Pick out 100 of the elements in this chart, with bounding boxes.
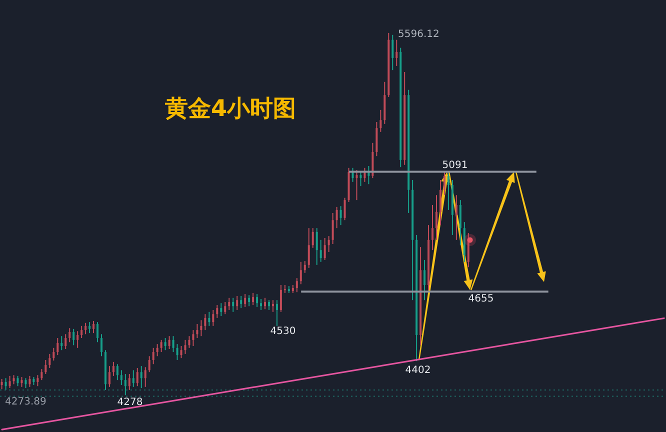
candlestick: [439, 180, 442, 226]
candlestick: [228, 297, 230, 310]
candlestick: [336, 206, 338, 229]
candlestick: [128, 374, 130, 390]
candlestick: [140, 366, 142, 389]
candlestick: [100, 334, 102, 357]
ref-line-label: 4273.89: [5, 396, 46, 408]
candlestick: [184, 339, 186, 354]
candlestick: [260, 298, 262, 310]
candlestick: [84, 322, 87, 335]
candlestick: [392, 34, 394, 71]
candlestick: [248, 294, 250, 307]
candlestick: [96, 322, 99, 343]
candlestick: [332, 212, 334, 245]
candlestick: [396, 39, 398, 66]
candlestick: [8, 375, 11, 389]
ref-line-label: 5091: [442, 160, 468, 171]
candlestick: [160, 339, 162, 353]
candlestick: [312, 228, 314, 248]
candlestick: [20, 376, 23, 388]
candlestick: [304, 260, 306, 274]
candlestick: [264, 297, 266, 310]
candlestick: [340, 206, 342, 226]
candlestick: [172, 336, 174, 353]
candlestick: [308, 228, 310, 268]
candlestick: [459, 200, 462, 246]
candlestick: [376, 122, 378, 157]
candlestick: [300, 261, 302, 285]
candlestick: [36, 374, 39, 387]
annotation: 4530: [270, 326, 296, 337]
candlestick: [196, 324, 198, 339]
candlestick: [24, 378, 27, 389]
candlestick: [324, 237, 326, 260]
candlestick: [240, 295, 242, 309]
candlestick: [76, 330, 79, 348]
candlestick: [216, 304, 218, 318]
candlestick: [236, 295, 238, 310]
candlestick: [56, 338, 59, 356]
candlestick: [268, 300, 270, 310]
candlestick: [112, 361, 114, 376]
candlestick: [252, 292, 254, 306]
candlestick: [28, 375, 31, 388]
candlestick: [136, 367, 138, 387]
candlestick: [4, 378, 7, 390]
candlestick: [443, 171, 446, 196]
candlestick: [16, 375, 19, 387]
candlestick: [180, 345, 182, 359]
annotation: 5596.12: [398, 29, 440, 40]
candlestick: [296, 278, 298, 293]
candlestick: [220, 302, 222, 317]
candlestick: [88, 322, 91, 334]
candlestick: [116, 364, 118, 381]
candlestick: [92, 320, 95, 334]
annotation: 4402: [405, 365, 431, 376]
candlestick: [224, 302, 226, 315]
candlestick: [244, 294, 246, 308]
candlestick: [435, 194, 438, 240]
candlestick: [447, 172, 450, 210]
candlestick: [68, 328, 71, 343]
candlestick: [200, 320, 202, 337]
candlestick: [316, 228, 318, 266]
candlestick: [148, 356, 150, 373]
candlestick: [124, 374, 126, 396]
candlestick: [80, 325, 83, 339]
candlestick: [64, 334, 67, 350]
candlestick: [455, 194, 458, 240]
candlestick: [156, 344, 158, 357]
annotation: 4278: [117, 397, 143, 408]
candlestick: [356, 170, 358, 201]
candlestick: [467, 232, 470, 268]
candlestick: [192, 330, 194, 346]
candlestick: [232, 297, 234, 312]
candlestick: [432, 204, 434, 251]
candlestick: [72, 328, 75, 346]
candlestick: [60, 336, 63, 351]
candlestick: [44, 360, 47, 375]
candlestick: [380, 109, 382, 132]
candlestick: [212, 309, 214, 326]
candlestick: [0, 378, 3, 390]
candlestick: [12, 374, 15, 385]
candlestick: [48, 353, 51, 368]
ref-line-label: 4655: [468, 294, 494, 305]
candlestick: [328, 236, 330, 252]
candlestick: [40, 368, 43, 381]
candlestick: [204, 314, 206, 331]
candlestick: [144, 366, 146, 388]
candlestick: [132, 370, 134, 388]
candlestick: [424, 259, 426, 301]
candlestick: [276, 300, 278, 326]
candlestick: [208, 311, 210, 326]
candlestick: [168, 336, 170, 350]
candlestick: [152, 347, 154, 365]
candlestick: [120, 370, 122, 386]
candlestick: [360, 172, 362, 187]
candlestick: [344, 197, 346, 221]
candlestick: [176, 344, 178, 360]
candlestick: [372, 142, 374, 179]
candlestick: [256, 294, 258, 308]
candlestick: [52, 347, 55, 362]
candlestick: [164, 338, 166, 351]
